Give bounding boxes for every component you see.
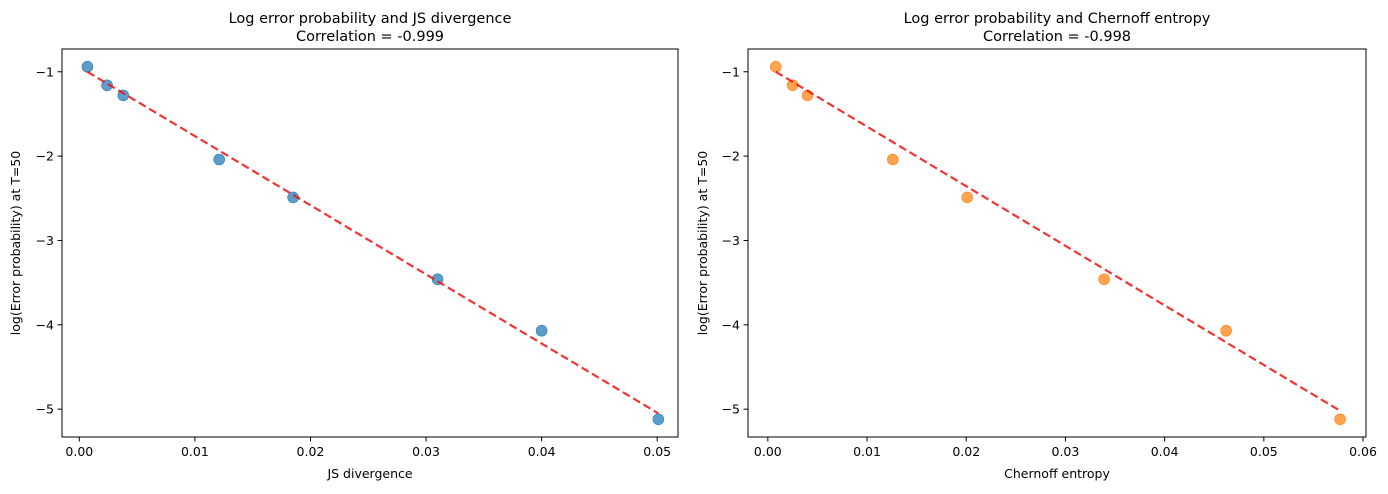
fit-line <box>775 70 1341 412</box>
x-tick-label: 0.03 <box>412 444 440 459</box>
axes-frame <box>61 48 679 438</box>
scatter-point <box>1220 324 1232 337</box>
x-tick-label: 0.04 <box>528 444 556 459</box>
y-axis-label: log(Error probability) at T=50 <box>8 151 23 336</box>
scatter-point <box>769 60 782 73</box>
scatter-point <box>961 191 974 204</box>
scatter-point <box>535 324 548 337</box>
fit-line <box>86 70 659 415</box>
chart-title: Log error probability and Chernoff entro… <box>904 11 1211 27</box>
x-tick-label: 0.01 <box>853 444 881 459</box>
y-tick-label: −4 <box>36 317 54 332</box>
y-tick-label: −5 <box>36 402 54 417</box>
x-tick-label: 0.02 <box>952 444 980 459</box>
x-tick-label: 0.03 <box>1052 444 1080 459</box>
y-tick-label: −2 <box>722 149 740 164</box>
x-tick-label: 0.06 <box>1349 444 1377 459</box>
scatter-point <box>101 79 113 92</box>
chart-chernoff-entropy: Log error probability and Chernoff entro… <box>695 11 1377 481</box>
scatter-point <box>213 153 225 166</box>
x-tick-label: 0.04 <box>1151 444 1179 459</box>
chart-js-divergence: Log error probability and JS divergence … <box>8 11 679 481</box>
y-tick-label: −1 <box>722 64 740 79</box>
scatter-point <box>652 413 665 426</box>
chart-subtitle: Correlation = -0.998 <box>983 29 1131 45</box>
chart-subtitle: Correlation = -0.999 <box>296 29 444 45</box>
y-tick-label: −1 <box>36 64 54 79</box>
scatter-point <box>1098 273 1110 286</box>
axes-frame <box>747 48 1367 438</box>
x-axis-label: JS divergence <box>326 466 412 481</box>
scatter-point <box>1334 413 1347 426</box>
y-axis-label: log(Error probability) at T=50 <box>695 151 710 336</box>
y-tick-label: −5 <box>722 402 740 417</box>
x-tick-label: 0.05 <box>1250 444 1278 459</box>
y-tick-label: −3 <box>36 233 54 248</box>
x-tick-label: 0.05 <box>643 444 671 459</box>
y-tick-label: −3 <box>722 233 740 248</box>
x-tick-label: 0.00 <box>754 444 782 459</box>
y-tick-label: −4 <box>722 317 740 332</box>
x-tick-label: 0.00 <box>65 444 93 459</box>
y-tick-label: −2 <box>36 149 54 164</box>
x-tick-label: 0.01 <box>181 444 209 459</box>
scatter-point <box>81 60 94 73</box>
x-axis-label: Chernoff entropy <box>1004 466 1110 481</box>
chart-title: Log error probability and JS divergence <box>229 11 512 27</box>
scatter-point <box>887 153 899 166</box>
x-tick-label: 0.02 <box>297 444 325 459</box>
